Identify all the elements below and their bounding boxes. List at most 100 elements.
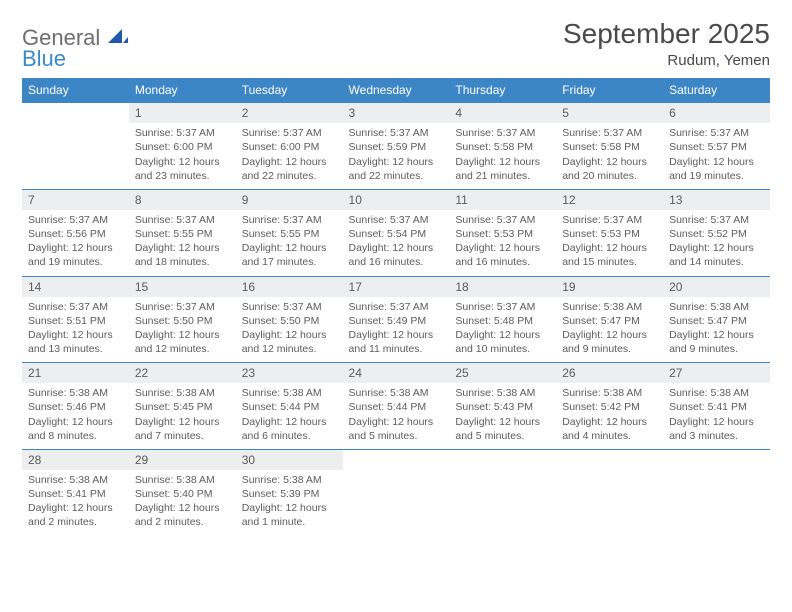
day-d1: Daylight: 12 hours	[669, 415, 764, 429]
day-d2: and 14 minutes.	[669, 255, 764, 269]
day-content-cell	[22, 123, 129, 189]
day-sunrise: Sunrise: 5:37 AM	[349, 126, 444, 140]
day-d2: and 2 minutes.	[28, 515, 123, 529]
day-sunrise: Sunrise: 5:37 AM	[242, 300, 337, 314]
day-sunrise: Sunrise: 5:37 AM	[669, 126, 764, 140]
day-d1: Daylight: 12 hours	[242, 501, 337, 515]
day-number-row: 14151617181920	[22, 276, 770, 297]
day-number-row: 123456	[22, 103, 770, 124]
day-number-cell: 8	[129, 189, 236, 210]
day-sunset: Sunset: 5:39 PM	[242, 487, 337, 501]
day-sunrise: Sunrise: 5:37 AM	[242, 126, 337, 140]
day-d2: and 1 minute.	[242, 515, 337, 529]
day-sunrise: Sunrise: 5:38 AM	[242, 386, 337, 400]
day-d1: Daylight: 12 hours	[135, 501, 230, 515]
day-d2: and 15 minutes.	[562, 255, 657, 269]
weekday-header: Tuesday	[236, 78, 343, 103]
day-number-cell	[22, 103, 129, 124]
day-content-cell: Sunrise: 5:37 AMSunset: 5:58 PMDaylight:…	[556, 123, 663, 189]
day-d1: Daylight: 12 hours	[135, 241, 230, 255]
day-d2: and 19 minutes.	[28, 255, 123, 269]
day-sunrise: Sunrise: 5:37 AM	[135, 213, 230, 227]
day-sunrise: Sunrise: 5:37 AM	[455, 126, 550, 140]
day-d1: Daylight: 12 hours	[349, 415, 444, 429]
day-sunrise: Sunrise: 5:37 AM	[349, 300, 444, 314]
day-sunrise: Sunrise: 5:38 AM	[135, 386, 230, 400]
day-d2: and 2 minutes.	[135, 515, 230, 529]
day-sunset: Sunset: 5:44 PM	[242, 400, 337, 414]
day-d1: Daylight: 12 hours	[455, 415, 550, 429]
day-sunset: Sunset: 5:41 PM	[28, 487, 123, 501]
day-number-cell: 30	[236, 449, 343, 470]
day-sunrise: Sunrise: 5:38 AM	[28, 386, 123, 400]
day-content-cell: Sunrise: 5:37 AMSunset: 5:48 PMDaylight:…	[449, 297, 556, 363]
day-sunrise: Sunrise: 5:38 AM	[28, 473, 123, 487]
day-d1: Daylight: 12 hours	[28, 415, 123, 429]
day-number-cell: 24	[343, 363, 450, 384]
day-sunrise: Sunrise: 5:37 AM	[135, 126, 230, 140]
month-title: September 2025	[563, 18, 770, 50]
day-number-cell: 20	[663, 276, 770, 297]
day-d1: Daylight: 12 hours	[562, 241, 657, 255]
day-number-cell: 27	[663, 363, 770, 384]
day-d2: and 16 minutes.	[349, 255, 444, 269]
day-sunrise: Sunrise: 5:37 AM	[562, 213, 657, 227]
day-number-row: 21222324252627	[22, 363, 770, 384]
day-sunrise: Sunrise: 5:37 AM	[242, 213, 337, 227]
day-content-cell	[556, 470, 663, 536]
day-number-cell: 26	[556, 363, 663, 384]
calendar-header-row: SundayMondayTuesdayWednesdayThursdayFrid…	[22, 78, 770, 103]
day-sunrise: Sunrise: 5:38 AM	[135, 473, 230, 487]
day-d2: and 17 minutes.	[242, 255, 337, 269]
day-number-cell: 25	[449, 363, 556, 384]
day-number-cell: 10	[343, 189, 450, 210]
title-block: September 2025 Rudum, Yemen	[563, 18, 770, 69]
day-content-cell	[343, 470, 450, 536]
day-sunset: Sunset: 5:53 PM	[455, 227, 550, 241]
day-content-cell: Sunrise: 5:38 AMSunset: 5:44 PMDaylight:…	[236, 383, 343, 449]
day-content-cell: Sunrise: 5:37 AMSunset: 5:53 PMDaylight:…	[449, 210, 556, 276]
day-content-cell: Sunrise: 5:38 AMSunset: 5:39 PMDaylight:…	[236, 470, 343, 536]
day-content-cell: Sunrise: 5:38 AMSunset: 5:41 PMDaylight:…	[22, 470, 129, 536]
day-sunset: Sunset: 5:47 PM	[562, 314, 657, 328]
day-d2: and 4 minutes.	[562, 429, 657, 443]
day-content-cell: Sunrise: 5:37 AMSunset: 5:49 PMDaylight:…	[343, 297, 450, 363]
day-content-cell	[449, 470, 556, 536]
weekday-header: Sunday	[22, 78, 129, 103]
day-d2: and 22 minutes.	[349, 169, 444, 183]
logo-text: General Blue	[22, 22, 128, 70]
day-d1: Daylight: 12 hours	[349, 328, 444, 342]
day-number-cell: 18	[449, 276, 556, 297]
day-number-cell: 29	[129, 449, 236, 470]
day-sunset: Sunset: 5:44 PM	[349, 400, 444, 414]
weekday-header: Saturday	[663, 78, 770, 103]
day-sunset: Sunset: 5:42 PM	[562, 400, 657, 414]
day-content-cell: Sunrise: 5:37 AMSunset: 6:00 PMDaylight:…	[129, 123, 236, 189]
day-number-row: 78910111213	[22, 189, 770, 210]
day-content-row: Sunrise: 5:38 AMSunset: 5:46 PMDaylight:…	[22, 383, 770, 449]
day-d2: and 18 minutes.	[135, 255, 230, 269]
day-d2: and 8 minutes.	[28, 429, 123, 443]
day-number-cell	[556, 449, 663, 470]
day-number-cell: 1	[129, 103, 236, 124]
day-number-cell: 21	[22, 363, 129, 384]
day-content-cell: Sunrise: 5:38 AMSunset: 5:47 PMDaylight:…	[556, 297, 663, 363]
day-number-cell: 7	[22, 189, 129, 210]
day-content-cell: Sunrise: 5:38 AMSunset: 5:47 PMDaylight:…	[663, 297, 770, 363]
day-content-cell: Sunrise: 5:38 AMSunset: 5:45 PMDaylight:…	[129, 383, 236, 449]
weekday-header: Thursday	[449, 78, 556, 103]
logo: General Blue	[22, 18, 128, 70]
logo-word-blue: Blue	[22, 47, 128, 70]
day-content-cell: Sunrise: 5:38 AMSunset: 5:43 PMDaylight:…	[449, 383, 556, 449]
day-sunset: Sunset: 5:50 PM	[242, 314, 337, 328]
day-content-row: Sunrise: 5:37 AMSunset: 5:56 PMDaylight:…	[22, 210, 770, 276]
day-d1: Daylight: 12 hours	[242, 241, 337, 255]
day-d2: and 5 minutes.	[455, 429, 550, 443]
day-content-row: Sunrise: 5:38 AMSunset: 5:41 PMDaylight:…	[22, 470, 770, 536]
day-d1: Daylight: 12 hours	[28, 328, 123, 342]
day-content-cell: Sunrise: 5:37 AMSunset: 5:54 PMDaylight:…	[343, 210, 450, 276]
day-d2: and 23 minutes.	[135, 169, 230, 183]
day-sunset: Sunset: 5:52 PM	[669, 227, 764, 241]
day-d2: and 13 minutes.	[28, 342, 123, 356]
day-d1: Daylight: 12 hours	[455, 241, 550, 255]
